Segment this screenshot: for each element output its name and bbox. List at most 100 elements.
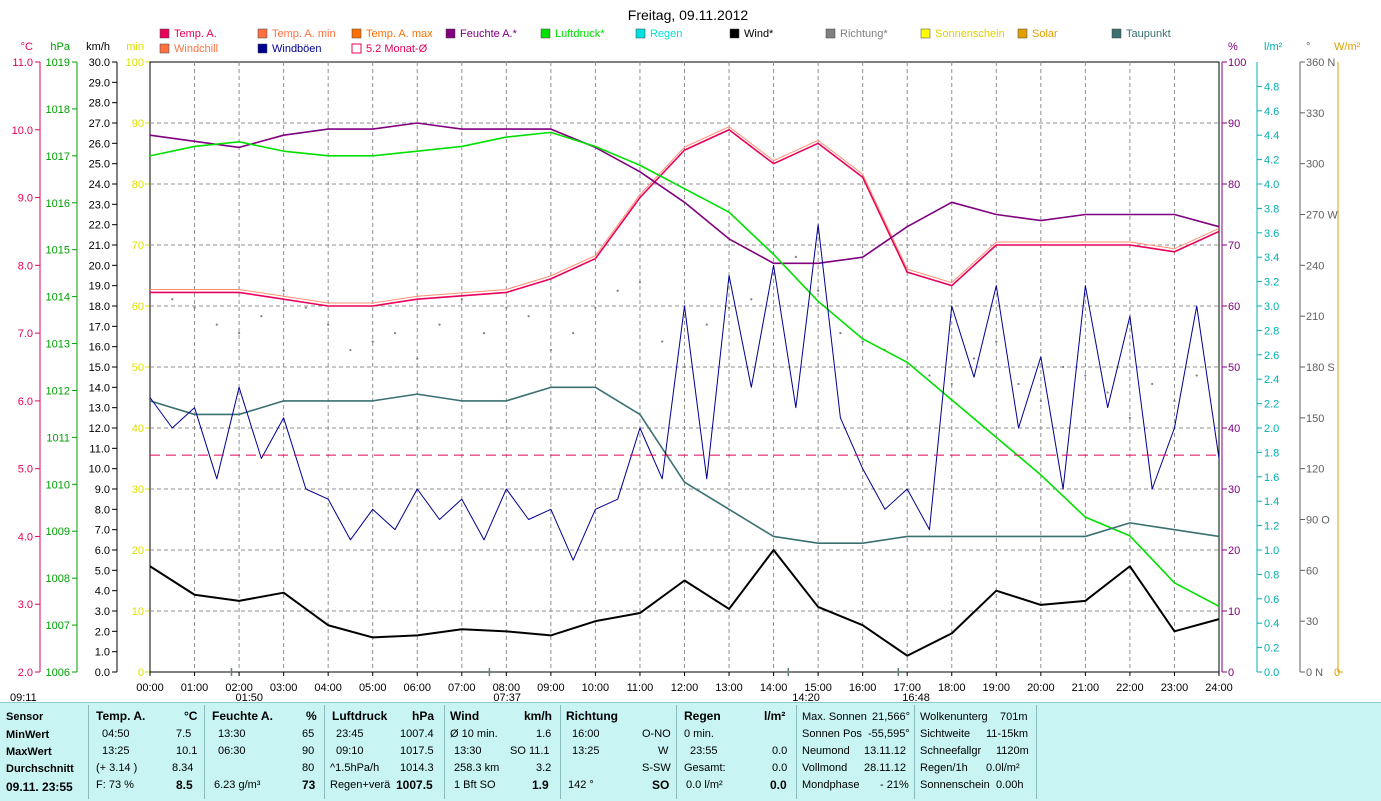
legend-label: Taupunkt — [1126, 28, 1171, 40]
press-current-value: 1007.5 — [396, 778, 433, 792]
separator — [88, 705, 89, 799]
press-unit: hPa — [412, 709, 435, 723]
x-tick-label: 22:00 — [1116, 682, 1144, 694]
event-markers: 09:11 01:50 07:37 14:20 16:48 — [10, 668, 930, 702]
rain-duration: 0 min. — [684, 728, 714, 740]
y-axis-unit-min: min — [126, 41, 144, 53]
separator — [204, 705, 205, 799]
y-tick-label-min: 30 — [132, 484, 144, 496]
y-tick-label-kmh: 12.0 — [89, 423, 110, 435]
x-tick-label: 24:00 — [1205, 682, 1233, 694]
astro-new-moon-value: 13.11.12 — [864, 745, 907, 757]
dir-current-value: SO — [652, 778, 670, 792]
stats-panel: Sensor MinWert MaxWert Durchschnitt 09.1… — [0, 702, 1381, 801]
direction-point — [772, 272, 775, 275]
y-tick-label-rain: 3.4 — [1264, 252, 1279, 264]
direction-point — [1017, 382, 1020, 386]
y-tick-label-kmh: 29.0 — [89, 77, 110, 89]
cloud-base-value: 701m — [1000, 711, 1028, 723]
press-avg-extra: ^1.5hPa/h — [330, 762, 380, 774]
wind-avg-value: 3.2 — [536, 762, 552, 774]
legend-label: Richtung* — [840, 28, 888, 40]
direction-point — [1039, 399, 1042, 402]
y-tick-label-kmh: 10.0 — [89, 464, 110, 476]
astro-new-moon-label: Neumond — [802, 745, 850, 757]
y-tick-label-kmh: 0.0 — [95, 667, 110, 679]
legend-label: Solar — [1032, 28, 1058, 40]
direction-point — [572, 332, 575, 335]
label-maxwert: MaxWert — [6, 746, 52, 758]
y-tick-label-rain: 2.8 — [1264, 325, 1279, 337]
x-tick-label: 10:00 — [582, 682, 610, 694]
rain-1h-value: 0.0l/m² — [986, 762, 1020, 774]
dir-avg-value: S-SW — [642, 762, 671, 774]
y-tick-label-rain: 4.2 — [1264, 155, 1279, 167]
direction-point — [416, 357, 419, 360]
y-axis-unit-temp: °C — [21, 41, 33, 53]
direction-point — [928, 374, 931, 377]
direction-point — [817, 289, 820, 292]
dir-max-value: W — [658, 745, 669, 757]
direction-point — [1195, 374, 1198, 377]
series-line-temp-max-band — [150, 126, 1220, 304]
hum-min-time: 13:30 — [218, 728, 246, 740]
rain-unit: l/m² — [764, 709, 786, 723]
direction-point — [282, 289, 285, 292]
dir-min-time: 16:00 — [572, 728, 600, 740]
y-tick-label-kmh: 23.0 — [89, 199, 110, 211]
y-tick-label-dir: 240 — [1306, 260, 1324, 272]
x-tick-label: 18:00 — [938, 682, 966, 694]
sun-event-label: 09:11 — [10, 692, 37, 702]
y-tick-label-pct: 50 — [1228, 362, 1240, 374]
y-tick-label-hpa: 1017 — [46, 151, 70, 163]
temp-min-time: 04:50 — [102, 728, 130, 740]
press-min-time: 23:45 — [336, 728, 364, 740]
x-tick-label: 08:00 — [493, 682, 521, 694]
legend-label: Wind* — [744, 28, 774, 40]
hum-current-value: 73 — [302, 778, 316, 792]
hum-min-value: 65 — [302, 728, 315, 740]
temp-max-time: 13:25 — [102, 745, 130, 757]
astro-moon-phase-label: Mondphase — [802, 779, 860, 791]
separator — [676, 705, 677, 799]
cloud-base-label: Wolkenunterg — [920, 711, 988, 723]
direction-point — [505, 306, 508, 309]
y-tick-label-kmh: 24.0 — [89, 179, 110, 191]
y-tick-label-kmh: 9.0 — [95, 484, 110, 496]
y-tick-label-hpa: 1011 — [46, 432, 70, 444]
legend-swatch — [445, 28, 456, 39]
y-tick-label-dir: 270 W — [1306, 210, 1338, 222]
legend-label: Regen — [650, 28, 682, 40]
y-tick-label-pct: 30 — [1228, 484, 1240, 496]
y-tick-label-min: 50 — [132, 362, 144, 374]
y-tick-label-pct: 70 — [1228, 240, 1240, 252]
wind-header: Wind — [450, 709, 480, 723]
series-line-windben — [149, 224, 1220, 561]
direction-point — [638, 281, 642, 284]
direction-point — [616, 289, 619, 292]
direction-point — [1151, 382, 1154, 386]
y-tick-label-rain: 3.0 — [1264, 301, 1279, 313]
x-tick-label: 09:00 — [537, 682, 565, 694]
y-tick-label-kmh: 19.0 — [89, 281, 110, 293]
rain-1h-label: Regen/1h — [920, 762, 968, 774]
wind-max-value: SO 11.1 — [510, 745, 550, 757]
y-tick-label-pct: 60 — [1228, 301, 1240, 313]
y-tick-label-temp: 4.0 — [18, 531, 33, 543]
y-tick-label-dir: 330 — [1306, 108, 1324, 120]
legend-swatch — [351, 43, 362, 54]
stats-row-labels: Sensor MinWert MaxWert Durchschnitt 09.1… — [0, 703, 88, 801]
visibility-value: 11-15km — [986, 728, 1028, 740]
direction-point — [750, 298, 753, 301]
x-tick-label: 13:00 — [715, 682, 743, 694]
label-sensor: Sensor — [6, 711, 44, 723]
y-tick-label-temp: 7.0 — [18, 328, 33, 340]
y-tick-label-kmh: 28.0 — [89, 98, 110, 110]
direction-point — [260, 315, 263, 318]
y-tick-label-hpa: 1015 — [46, 245, 70, 257]
y-axis-unit-kmh: km/h — [86, 41, 110, 53]
legend-swatch — [351, 28, 362, 39]
direction-point — [1173, 399, 1176, 402]
temp-max-value: 10.1 — [176, 745, 198, 757]
y-tick-label-kmh: 30.0 — [89, 57, 110, 69]
